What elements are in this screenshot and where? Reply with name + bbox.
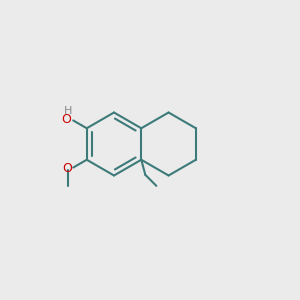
Text: H: H	[64, 106, 72, 116]
Text: O: O	[61, 113, 71, 126]
Text: O: O	[62, 162, 72, 175]
